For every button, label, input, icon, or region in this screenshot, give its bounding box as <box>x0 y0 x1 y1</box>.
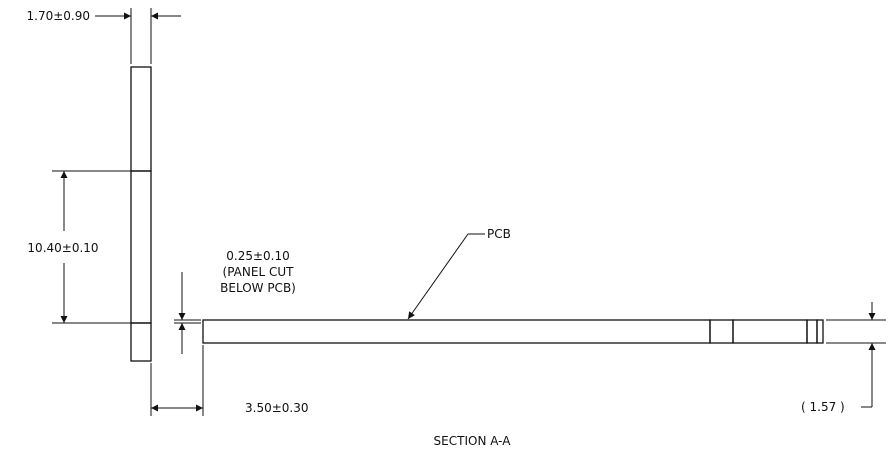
panel-cut-dimension: 0.25±0.10 (PANEL CUT BELOW PCB) <box>174 249 296 354</box>
panel-section <box>130 66 152 362</box>
horizontal-gap-label: 3.50±0.30 <box>245 401 309 415</box>
panel-cut-note-line1: (PANEL CUT <box>223 265 295 279</box>
pcb-leader: PCB <box>407 227 511 320</box>
horizontal-gap-dimension: 3.50±0.30 <box>150 345 309 416</box>
vertical-offset-label: 10.40±0.10 <box>27 241 98 255</box>
pcb-thickness-label: ( 1.57 ) <box>801 400 845 414</box>
pcb-label: PCB <box>487 227 511 241</box>
pcb-thickness-dimension: ( 1.57 ) <box>801 302 886 414</box>
panel-cut-value: 0.25±0.10 <box>226 249 290 263</box>
panel-thickness-label: 1.70±0.90 <box>27 9 91 23</box>
panel-cut-note-line2: BELOW PCB) <box>220 281 296 295</box>
panel-thickness-dimension: 1.70±0.90 <box>27 8 181 64</box>
section-title: SECTION A-A <box>434 434 512 448</box>
vertical-offset-dimension: 10.40±0.10 <box>27 170 131 324</box>
pcb-section <box>202 319 824 344</box>
